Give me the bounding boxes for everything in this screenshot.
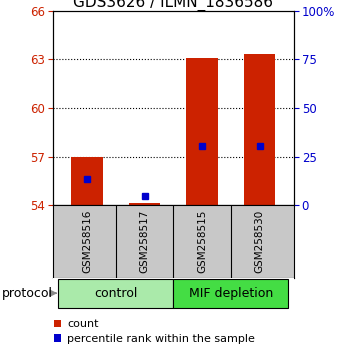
Text: GSM258515: GSM258515 xyxy=(197,210,207,273)
Text: MIF depletion: MIF depletion xyxy=(189,287,273,300)
Bar xyxy=(129,204,160,205)
Bar xyxy=(244,53,275,205)
Legend: count, percentile rank within the sample: count, percentile rank within the sample xyxy=(51,317,257,346)
Bar xyxy=(71,158,103,205)
Text: GSM258530: GSM258530 xyxy=(255,210,265,273)
Text: GSM258516: GSM258516 xyxy=(82,210,92,273)
Bar xyxy=(58,280,173,308)
Bar xyxy=(186,58,218,205)
Title: GDS3626 / ILMN_1836586: GDS3626 / ILMN_1836586 xyxy=(73,0,273,11)
Text: GSM258517: GSM258517 xyxy=(140,210,150,273)
Text: protocol: protocol xyxy=(2,287,53,300)
Bar xyxy=(173,280,288,308)
Text: control: control xyxy=(94,287,138,300)
